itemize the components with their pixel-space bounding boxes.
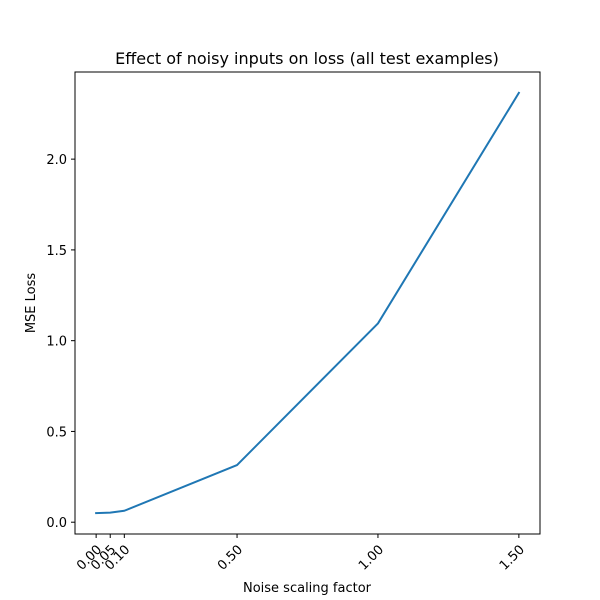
- y-tick-label: 2.0: [46, 153, 67, 168]
- series-group: [95, 91, 521, 515]
- series-line: [95, 91, 521, 515]
- y-tick-label: 0.5: [46, 425, 67, 440]
- x-axis-ticks: 0.000.050.10 0.50 1.00 1.50: [74, 534, 528, 574]
- x-axis-label: Noise scaling factor: [243, 581, 372, 596]
- x-tick-label: 1.50: [497, 542, 528, 573]
- x-tick-label: 0.50: [215, 542, 246, 573]
- y-tick-label: 1.5: [46, 244, 67, 259]
- y-tick-label: 0.0: [46, 516, 67, 531]
- y-tick-label: 1.0: [46, 335, 67, 350]
- y-axis-ticks: 0.0 0.5 1.0 1.5 2.0: [46, 153, 75, 531]
- x-tick-label: 1.00: [356, 542, 387, 573]
- y-axis-label: MSE Loss: [24, 273, 39, 334]
- chart-title: Effect of noisy inputs on loss (all test…: [115, 49, 499, 68]
- plot-frame: [74, 71, 541, 535]
